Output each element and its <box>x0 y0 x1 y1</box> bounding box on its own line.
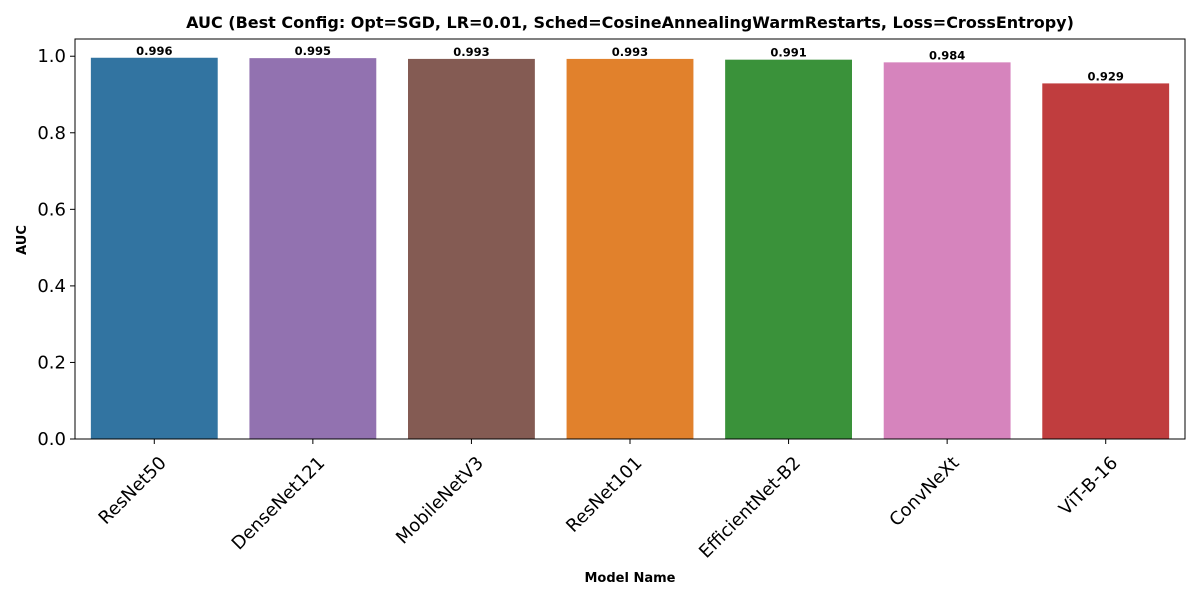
value-labels-group: 0.996 0.995 0.993 0.993 0.991 0.984 0.929 <box>136 44 1124 84</box>
bar-convnext <box>883 62 1011 440</box>
y-tick-label: 0.2 <box>37 352 66 373</box>
y-tick-label: 0.6 <box>37 199 66 220</box>
bar-vit-b-16 <box>1042 83 1170 439</box>
x-axis-label: Model Name <box>585 571 676 586</box>
chart-title: AUC (Best Config: Opt=SGD, LR=0.01, Sche… <box>186 13 1074 32</box>
bar-mobilenetv3 <box>408 58 535 440</box>
y-tick-label: 0.8 <box>37 123 66 144</box>
x-tick-label: DenseNet121 <box>228 453 330 555</box>
data-label: 0.995 <box>295 44 331 58</box>
x-tick-label: EfficientNet-B2 <box>695 453 805 563</box>
data-label: 0.996 <box>136 44 172 58</box>
y-tick-label: 0.0 <box>37 429 66 450</box>
bar-resnet101 <box>566 58 694 440</box>
x-tick-label: MobileNetV3 <box>392 453 488 549</box>
data-label: 0.984 <box>929 48 965 62</box>
data-label: 0.993 <box>453 45 489 59</box>
y-tick-label: 0.4 <box>37 276 66 297</box>
x-tick-label: ResNet50 <box>95 453 171 529</box>
y-axis-label: AUC <box>15 225 30 255</box>
bar-resnet50 <box>90 57 218 439</box>
x-tick-label: ConvNeXt <box>885 453 963 531</box>
y-axis: 0.0 0.2 0.4 0.6 0.8 1.0 <box>37 46 75 450</box>
bars-group <box>90 57 1170 440</box>
y-tick-label: 1.0 <box>37 46 66 67</box>
bar-densenet121 <box>249 58 377 439</box>
data-label: 0.991 <box>770 46 806 60</box>
plot-frame <box>74 38 1186 440</box>
data-label: 0.993 <box>612 45 648 59</box>
x-tick-label: ViT-B-16 <box>1055 453 1122 520</box>
x-tick-label: ResNet101 <box>562 453 646 537</box>
bar-efficientnet-b2 <box>725 59 852 439</box>
x-axis: ResNet50 DenseNet121 MobileNetV3 ResNet101 E… <box>95 439 1122 563</box>
data-label: 0.929 <box>1088 69 1124 83</box>
